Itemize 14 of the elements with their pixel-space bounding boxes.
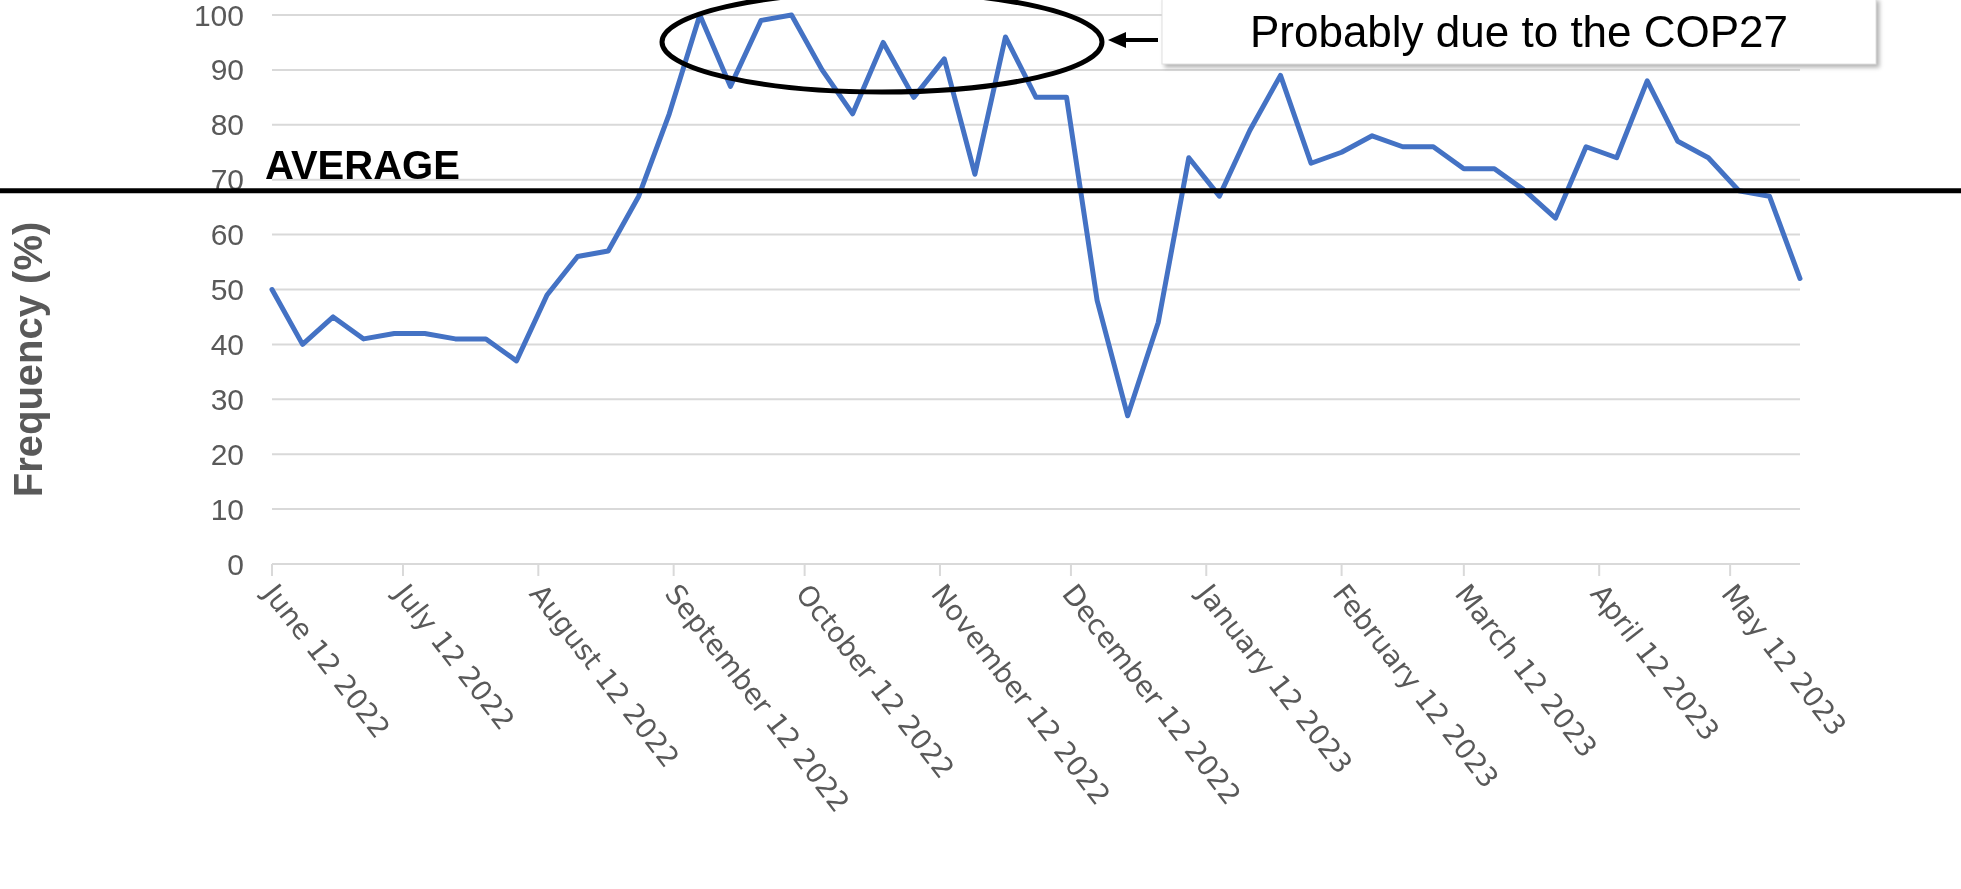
annotation: Probably due to the COP27 <box>1249 7 1789 57</box>
y-tick-label: 30 <box>210 382 244 416</box>
y-tick-label: 40 <box>210 327 244 361</box>
y-tick-label: 20 <box>210 437 244 471</box>
y-tick-label: 60 <box>210 218 244 252</box>
y-tick-label: 10 <box>210 492 244 526</box>
y-tick-label: 80 <box>210 108 244 142</box>
y-tick-label: 90 <box>210 53 244 87</box>
y-axis-title: Frequency (%) <box>6 221 50 498</box>
y-tick-label: 0 <box>227 547 244 581</box>
y-tick-label: 70 <box>210 163 244 197</box>
y-tick-label: 50 <box>210 273 244 306</box>
ref-line-label: AVERAGE <box>265 142 460 187</box>
y-tick-label: 100 <box>193 0 244 32</box>
